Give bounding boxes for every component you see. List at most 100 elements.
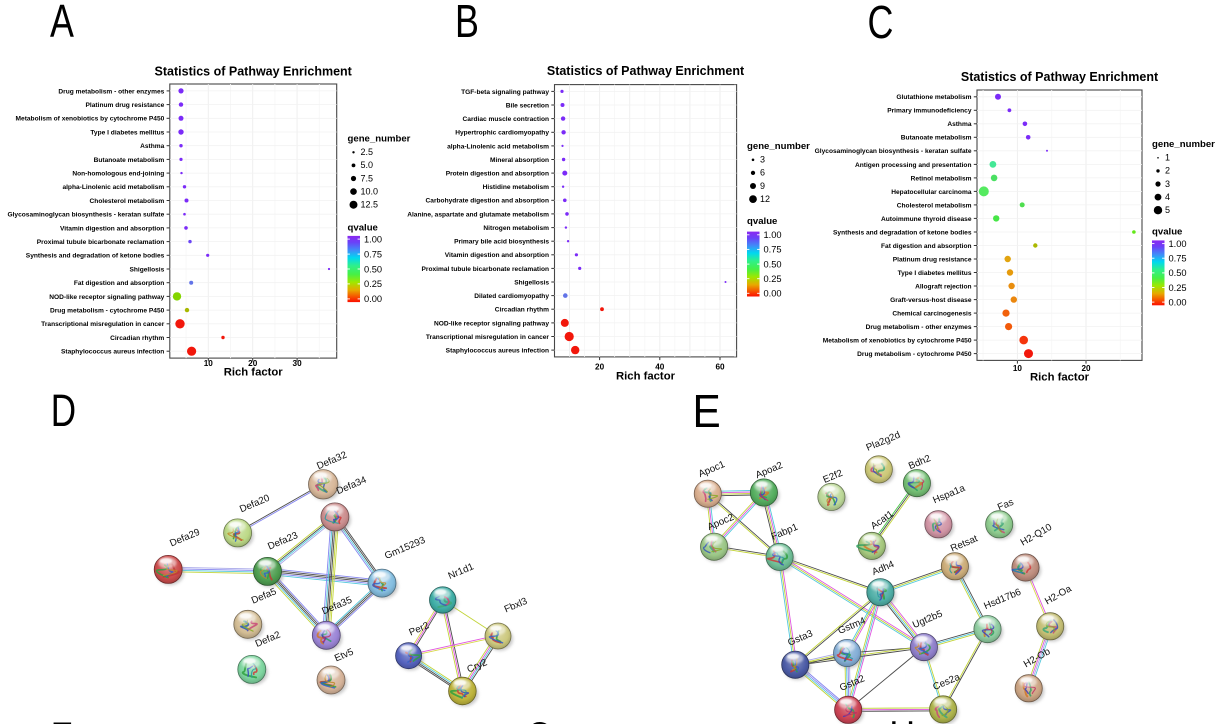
svg-text:0.75: 0.75: [364, 249, 382, 259]
svg-text:gene_number: gene_number: [1152, 139, 1215, 150]
svg-text:Asthma: Asthma: [140, 143, 165, 150]
svg-text:1.00: 1.00: [1169, 239, 1187, 249]
svg-text:Proximal tubule bicarbonate re: Proximal tubule bicarbonate reclamation: [421, 266, 549, 273]
svg-text:Circadian rhythm: Circadian rhythm: [110, 335, 164, 342]
svg-text:Proximal tubule bicarbonate re: Proximal tubule bicarbonate reclamation: [37, 239, 165, 246]
svg-text:0.50: 0.50: [1169, 268, 1187, 278]
svg-text:TGF-beta signaling pathway: TGF-beta signaling pathway: [461, 89, 549, 96]
svg-text:0.00: 0.00: [764, 289, 782, 299]
svg-text:1: 1: [1165, 153, 1170, 163]
svg-text:Vitamin digestion and absorpti: Vitamin digestion and absorption: [445, 252, 549, 259]
svg-text:0.25: 0.25: [1169, 283, 1187, 293]
svg-text:A: A: [50, 0, 74, 47]
svg-text:5.0: 5.0: [361, 160, 374, 170]
svg-text:Platinum drug resistance: Platinum drug resistance: [893, 256, 972, 263]
svg-text:2: 2: [1165, 166, 1170, 176]
svg-text:Cardiac muscle contraction: Cardiac muscle contraction: [463, 116, 549, 123]
svg-text:12: 12: [760, 194, 770, 204]
svg-text:B: B: [455, 0, 479, 47]
svg-text:Dilated cardiomyopathy: Dilated cardiomyopathy: [474, 293, 549, 300]
svg-text:20: 20: [1081, 364, 1091, 373]
svg-text:Transcriptional misregulation: Transcriptional misregulation in cancer: [41, 321, 165, 328]
svg-text:Protein digestion and absorpti: Protein digestion and absorption: [446, 171, 549, 178]
svg-text:3: 3: [760, 155, 765, 165]
svg-text:qvalue: qvalue: [1152, 227, 1182, 238]
svg-text:Non-homologous end-joining: Non-homologous end-joining: [72, 171, 164, 178]
svg-text:Carbohydrate digestion and abs: Carbohydrate digestion and absorption: [426, 198, 549, 205]
svg-text:Metabolism of xenobiotics by c: Metabolism of xenobiotics by cytochrome …: [823, 338, 972, 345]
svg-text:0.25: 0.25: [764, 274, 782, 284]
svg-text:20: 20: [248, 359, 258, 368]
svg-text:qvalue: qvalue: [747, 216, 777, 227]
svg-text:0.00: 0.00: [1169, 297, 1187, 307]
svg-text:gene_number: gene_number: [747, 141, 810, 152]
svg-text:0.75: 0.75: [1169, 254, 1187, 264]
svg-text:Bile secretion: Bile secretion: [506, 102, 549, 109]
svg-text:Glutathione metabolism: Glutathione metabolism: [896, 94, 971, 101]
svg-text:Rich factor: Rich factor: [1030, 372, 1090, 384]
svg-text:Vitamin digestion and absorpti: Vitamin digestion and absorption: [60, 225, 164, 232]
svg-text:E: E: [693, 386, 721, 437]
svg-text:Fat digestion and absorption: Fat digestion and absorption: [881, 243, 971, 250]
svg-text:20: 20: [595, 363, 605, 372]
svg-text:Nitrogen metabolism: Nitrogen metabolism: [483, 225, 549, 232]
svg-text:4: 4: [1165, 192, 1170, 202]
svg-text:D: D: [51, 385, 76, 436]
svg-text:Butanoate metabolism: Butanoate metabolism: [901, 135, 972, 142]
svg-text:gene_number: gene_number: [348, 134, 411, 145]
svg-text:Shigellosis: Shigellosis: [514, 279, 549, 286]
svg-text:1.00: 1.00: [364, 234, 382, 244]
svg-text:5: 5: [1165, 205, 1170, 215]
svg-text:Type I diabetes mellitus: Type I diabetes mellitus: [90, 129, 164, 136]
svg-text:Synthesis and degradation of k: Synthesis and degradation of ketone bodi…: [833, 229, 972, 236]
svg-text:F: F: [51, 713, 73, 724]
svg-text:2.5: 2.5: [361, 147, 374, 157]
svg-text:3: 3: [1165, 179, 1170, 189]
svg-text:Butanoate metabolism: Butanoate metabolism: [94, 157, 165, 164]
svg-text:Fat digestion and absorption: Fat digestion and absorption: [74, 280, 164, 287]
svg-text:Rich factor: Rich factor: [224, 367, 284, 379]
svg-text:10.0: 10.0: [361, 186, 379, 196]
svg-text:Transcriptional misregulation: Transcriptional misregulation in cancer: [426, 334, 550, 341]
svg-text:H: H: [889, 712, 915, 724]
svg-text:Alanine, aspartate and glutama: Alanine, aspartate and glutamate metabol…: [407, 211, 549, 218]
svg-text:Drug metabolism - other enzyme: Drug metabolism - other enzymes: [866, 324, 972, 331]
svg-text:Chemical carcinogenesis: Chemical carcinogenesis: [892, 311, 971, 318]
svg-text:Antigen processing and present: Antigen processing and presentation: [855, 162, 972, 169]
svg-text:G: G: [526, 713, 554, 724]
svg-text:Autoimmune thyroid disease: Autoimmune thyroid disease: [881, 216, 972, 223]
svg-text:Histidine metabolism: Histidine metabolism: [483, 184, 549, 191]
svg-text:NOD-like receptor signaling pa: NOD-like receptor signaling pathway: [434, 320, 549, 327]
svg-text:Cholesterol metabolism: Cholesterol metabolism: [90, 198, 165, 205]
svg-text:Primary immunodeficiency: Primary immunodeficiency: [887, 108, 972, 115]
svg-text:Rich factor: Rich factor: [616, 371, 676, 383]
svg-text:Staphylococcus aureus infectio: Staphylococcus aureus infection: [446, 348, 549, 355]
svg-text:alpha-Linolenic acid metabolis: alpha-Linolenic acid metabolism: [62, 184, 164, 191]
svg-text:Metabolism of xenobiotics by c: Metabolism of xenobiotics by cytochrome …: [16, 116, 165, 123]
svg-text:1.00: 1.00: [764, 230, 782, 240]
svg-text:Retinol metabolism: Retinol metabolism: [911, 175, 972, 182]
svg-text:Circadian rhythm: Circadian rhythm: [495, 307, 549, 314]
svg-text:Hypertrophic cardiomyopathy: Hypertrophic cardiomyopathy: [455, 130, 549, 137]
svg-text:40: 40: [655, 363, 665, 372]
svg-text:Hepatocellular carcinoma: Hepatocellular carcinoma: [891, 189, 972, 196]
svg-text:Glycosaminoglycan biosynthesis: Glycosaminoglycan biosynthesis - keratan…: [7, 212, 164, 219]
svg-text:Statistics of Pathway Enrichme: Statistics of Pathway Enrichment: [547, 64, 745, 78]
svg-text:12.5: 12.5: [361, 200, 379, 210]
svg-text:qvalue: qvalue: [348, 223, 378, 234]
svg-text:Asthma: Asthma: [947, 121, 972, 128]
svg-text:C: C: [868, 0, 894, 48]
svg-text:Cholesterol metabolism: Cholesterol metabolism: [897, 202, 972, 209]
svg-text:Staphylococcus aureus infectio: Staphylococcus aureus infection: [61, 349, 164, 356]
svg-text:Statistics of Pathway Enrichme: Statistics of Pathway Enrichment: [155, 65, 353, 79]
svg-text:Platinum drug resistance: Platinum drug resistance: [86, 102, 165, 109]
svg-text:9: 9: [760, 181, 765, 191]
svg-text:Primary bile acid biosynthesis: Primary bile acid biosynthesis: [454, 239, 549, 246]
svg-text:Allograft rejection: Allograft rejection: [915, 283, 971, 290]
svg-text:Drug metabolism - cytochrome P: Drug metabolism - cytochrome P450: [50, 308, 165, 315]
svg-text:Type I diabetes mellitus: Type I diabetes mellitus: [898, 270, 972, 277]
svg-text:10: 10: [1013, 364, 1023, 373]
svg-text:NOD-like receptor signaling pa: NOD-like receptor signaling pathway: [49, 294, 164, 301]
svg-text:alpha-Linolenic acid metabolis: alpha-Linolenic acid metabolism: [447, 143, 549, 150]
svg-text:60: 60: [715, 363, 725, 372]
